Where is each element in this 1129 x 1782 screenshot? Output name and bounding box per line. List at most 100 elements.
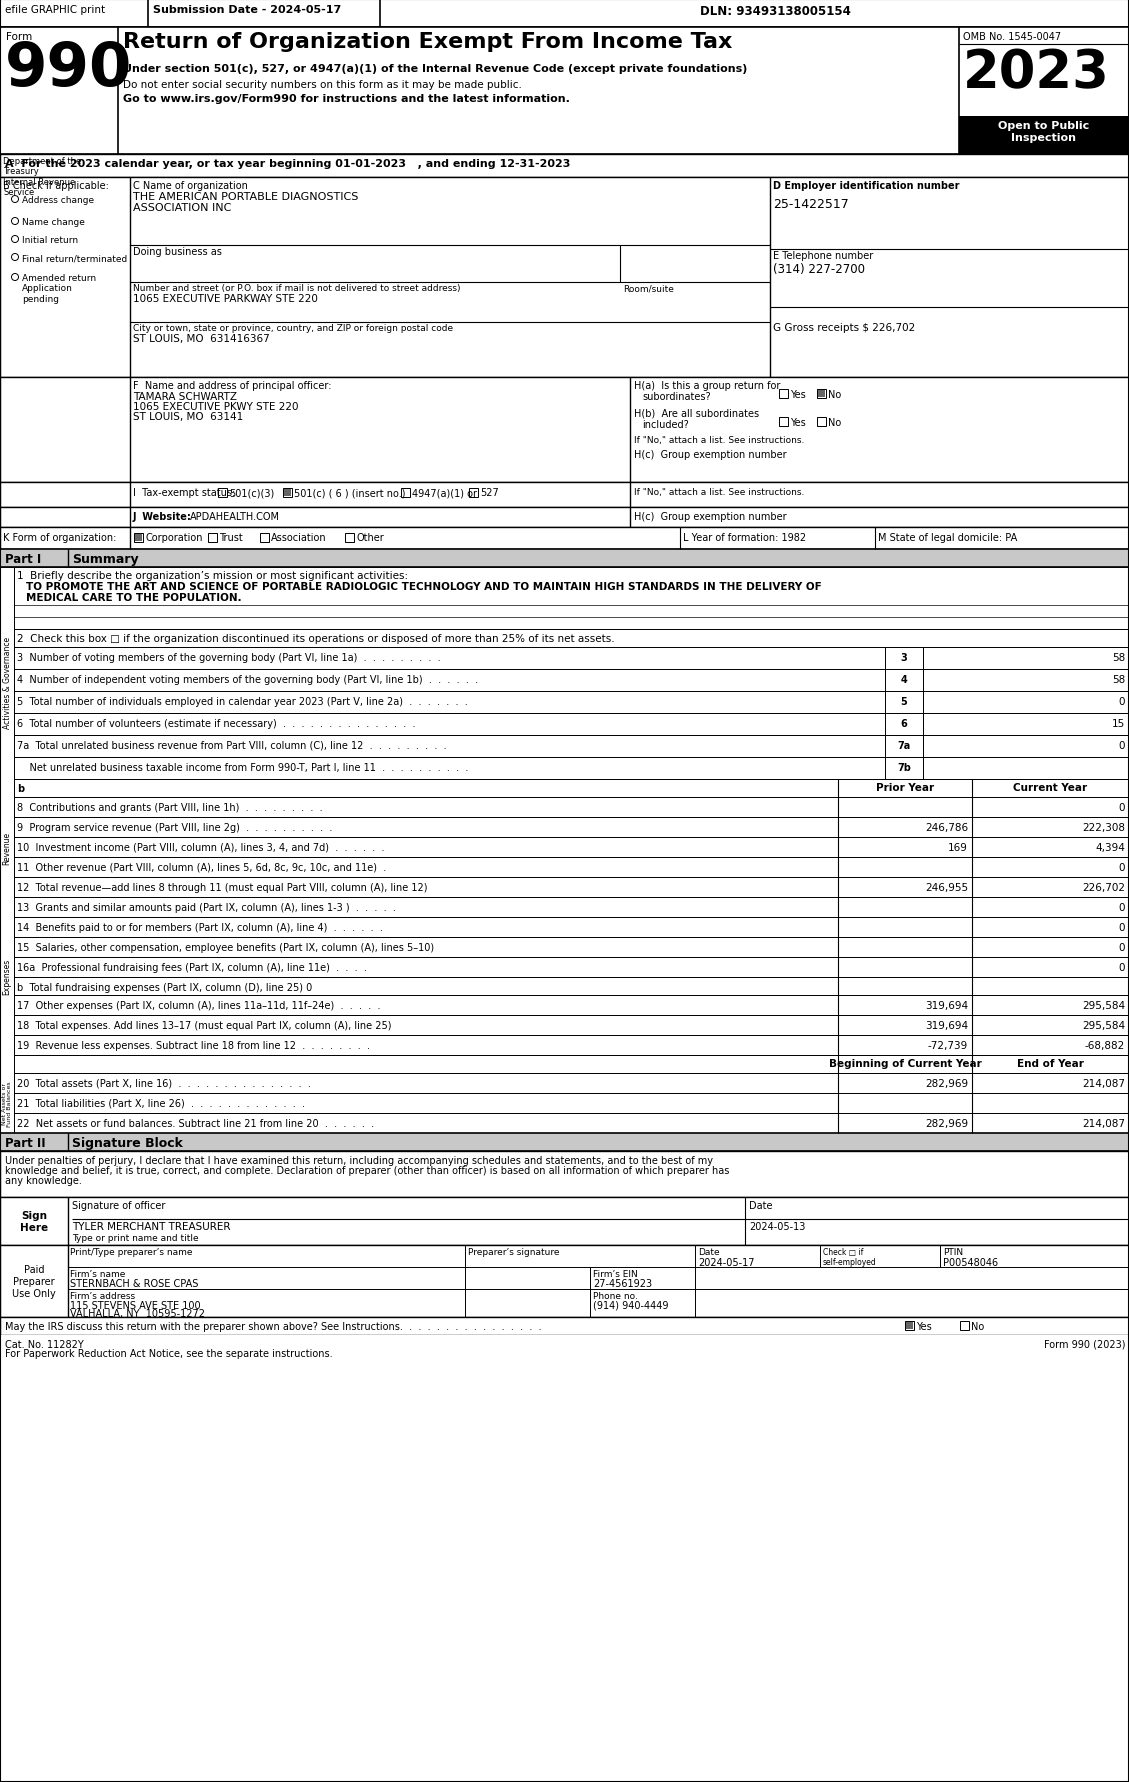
Text: 246,955: 246,955	[925, 882, 968, 893]
Text: THE AMERICAN PORTABLE DIAGNOSTICS: THE AMERICAN PORTABLE DIAGNOSTICS	[133, 192, 358, 201]
Bar	[959, 118, 1129, 155]
Bar	[14, 857, 1129, 877]
Bar	[0, 568, 14, 1133]
Text: 9  Program service revenue (Part VIII, line 2g)  .  .  .  .  .  .  .  .  .  .: 9 Program service revenue (Part VIII, li…	[17, 823, 332, 832]
Text: 3  Number of voting members of the governing body (Part VI, line 1a)  .  .  .  .: 3 Number of voting members of the govern…	[17, 652, 440, 663]
Bar	[0, 527, 1129, 549]
Bar	[285, 490, 291, 497]
Text: 0: 0	[1119, 802, 1124, 813]
Bar	[817, 390, 826, 399]
Text: 13  Grants and similar amounts paid (Part IX, column (A), lines 1-3 )  .  .  .  : 13 Grants and similar amounts paid (Part…	[17, 902, 396, 912]
Text: Cat. No. 11282Y: Cat. No. 11282Y	[5, 1340, 84, 1349]
Text: Form: Form	[6, 32, 33, 43]
Text: 7a: 7a	[898, 741, 911, 750]
Text: Signature Block: Signature Block	[72, 1137, 183, 1149]
Bar	[0, 1133, 1129, 1151]
Text: Corporation: Corporation	[145, 533, 202, 544]
Bar	[924, 713, 1129, 736]
Bar	[0, 483, 1129, 508]
Text: H(c)  Group exemption number: H(c) Group exemption number	[634, 449, 787, 460]
Bar	[14, 978, 1129, 996]
Text: No: No	[828, 417, 841, 428]
Bar	[135, 535, 142, 542]
Text: knowledge and belief, it is true, correct, and complete. Declaration of preparer: knowledge and belief, it is true, correc…	[5, 1165, 729, 1176]
Text: (314) 227-2700: (314) 227-2700	[773, 264, 865, 276]
Text: 14  Benefits paid to or for members (Part IX, column (A), line 4)  .  .  .  .  .: 14 Benefits paid to or for members (Part…	[17, 923, 383, 932]
Text: 2  Check this box □ if the organization discontinued its operations or disposed : 2 Check this box □ if the organization d…	[17, 634, 614, 643]
Text: D Employer identification number: D Employer identification number	[773, 182, 960, 191]
Text: 0: 0	[1119, 962, 1124, 973]
Text: 5  Total number of individuals employed in calendar year 2023 (Part V, line 2a) : 5 Total number of individuals employed i…	[17, 697, 467, 707]
Bar	[14, 1055, 1129, 1073]
Text: 22  Net assets or fund balances. Subtract line 21 from line 20  .  .  .  .  .  .: 22 Net assets or fund balances. Subtract…	[17, 1119, 374, 1128]
Text: MEDICAL CARE TO THE POPULATION.: MEDICAL CARE TO THE POPULATION.	[26, 593, 242, 602]
Bar	[14, 1073, 1129, 1094]
Bar	[0, 0, 1129, 29]
Text: 214,087: 214,087	[1082, 1119, 1124, 1128]
Text: 1065 EXECUTIVE PARKWAY STE 220: 1065 EXECUTIVE PARKWAY STE 220	[133, 294, 318, 303]
Text: Go to www.irs.gov/Form990 for instructions and the latest information.: Go to www.irs.gov/Form990 for instructio…	[123, 94, 570, 103]
Text: P00548046: P00548046	[943, 1258, 998, 1267]
Text: 2024-05-17: 2024-05-17	[698, 1258, 754, 1267]
Text: Activities & Governance: Activities & Governance	[2, 636, 11, 729]
Text: 15: 15	[1112, 718, 1124, 729]
Text: For Paperwork Reduction Act Notice, see the separate instructions.: For Paperwork Reduction Act Notice, see …	[5, 1349, 333, 1358]
Text: included?: included?	[642, 421, 689, 429]
Text: B Check if applicable:: B Check if applicable:	[3, 182, 108, 191]
Text: Other: Other	[356, 533, 384, 544]
Text: 295,584: 295,584	[1082, 1000, 1124, 1010]
Bar	[14, 1094, 1129, 1114]
Bar	[14, 898, 1129, 918]
Text: J  Website:: J Website:	[133, 511, 192, 522]
Text: 319,694: 319,694	[925, 1000, 968, 1010]
Bar	[905, 1322, 913, 1329]
Bar	[817, 417, 826, 426]
Text: Initial return: Initial return	[21, 235, 78, 244]
Text: 527: 527	[480, 488, 499, 497]
Bar	[905, 1320, 914, 1329]
Bar	[14, 838, 1129, 857]
Bar	[469, 488, 478, 497]
Text: Trust: Trust	[219, 533, 243, 544]
Text: City or town, state or province, country, and ZIP or foreign postal code: City or town, state or province, country…	[133, 324, 453, 333]
Bar	[0, 1151, 1129, 1198]
Text: 4  Number of independent voting members of the governing body (Part VI, line 1b): 4 Number of independent voting members o…	[17, 675, 478, 684]
Bar	[924, 670, 1129, 691]
Text: Prior Year: Prior Year	[876, 782, 934, 793]
Text: Net unrelated business taxable income from Form 990-T, Part I, line 11  .  .  . : Net unrelated business taxable income fr…	[17, 763, 469, 773]
Text: 0: 0	[1119, 923, 1124, 932]
Bar	[218, 488, 227, 497]
Text: 4,394: 4,394	[1095, 843, 1124, 852]
Text: 169: 169	[948, 843, 968, 852]
Text: Return of Organization Exempt From Income Tax: Return of Organization Exempt From Incom…	[123, 32, 733, 52]
Text: Firm’s name: Firm’s name	[70, 1269, 125, 1278]
Bar	[0, 378, 1129, 483]
Text: 501(c)(3): 501(c)(3)	[229, 488, 274, 497]
Text: Do not enter social security numbers on this form as it may be made public.: Do not enter social security numbers on …	[123, 80, 522, 89]
Bar	[14, 1035, 1129, 1055]
Bar	[960, 1320, 969, 1329]
Text: b: b	[17, 784, 24, 793]
Text: 11  Other revenue (Part VIII, column (A), lines 5, 6d, 8c, 9c, 10c, and 11e)  .: 11 Other revenue (Part VIII, column (A),…	[17, 862, 386, 873]
Bar	[0, 508, 1129, 527]
Text: 1  Briefly describe the organization’s mission or most significant activities:: 1 Briefly describe the organization’s mi…	[17, 570, 408, 581]
Bar	[260, 533, 269, 544]
Text: Date: Date	[698, 1247, 719, 1256]
Bar	[885, 713, 924, 736]
Text: C Name of organization: C Name of organization	[133, 182, 248, 191]
Circle shape	[11, 196, 18, 203]
Text: Check □ if
self-employed: Check □ if self-employed	[823, 1247, 877, 1267]
Bar	[134, 533, 143, 544]
Bar	[14, 691, 1129, 713]
Bar	[14, 877, 1129, 898]
Bar	[779, 417, 788, 426]
Text: 990: 990	[5, 39, 132, 100]
Text: Association: Association	[271, 533, 326, 544]
Text: Summary: Summary	[72, 552, 139, 565]
Text: STERNBACH & ROSE CPAS: STERNBACH & ROSE CPAS	[70, 1278, 199, 1288]
Circle shape	[11, 274, 18, 282]
Text: H(c)  Group exemption number: H(c) Group exemption number	[634, 511, 787, 522]
Bar	[0, 178, 1129, 378]
Text: 2023: 2023	[963, 46, 1110, 100]
Bar	[14, 996, 1129, 1016]
